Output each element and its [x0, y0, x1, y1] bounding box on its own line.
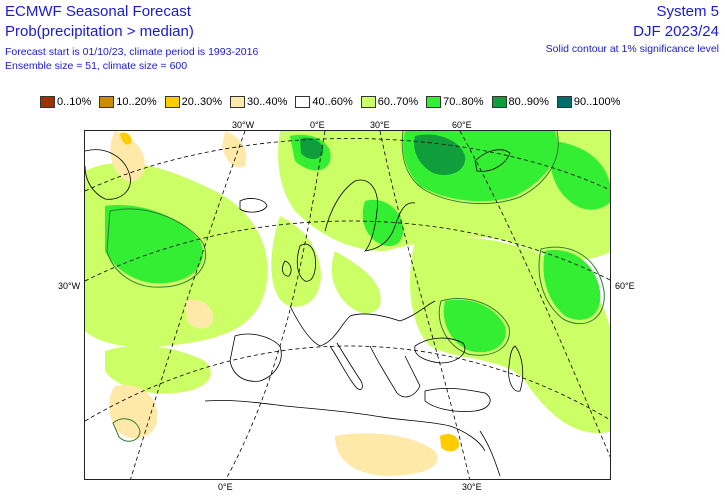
legend-item: 70..80% — [426, 96, 484, 108]
legend-label: 80..90% — [508, 96, 549, 108]
shade-30-greenland-south — [110, 131, 145, 182]
coast-iberia — [229, 333, 282, 382]
legend-label: 40..60% — [312, 96, 353, 108]
coast-red-sea — [479, 430, 501, 477]
meridian-30w — [130, 131, 246, 479]
coastlines — [85, 149, 524, 477]
legend-swatch — [426, 96, 442, 108]
legend-swatch — [230, 96, 245, 108]
coast-balkans — [369, 345, 421, 398]
legend-swatch — [164, 96, 180, 108]
shade-60-british-isles — [271, 216, 321, 307]
contour-caspian — [438, 298, 510, 356]
legend-label: 60..70% — [377, 96, 419, 108]
coast-british-isles — [282, 243, 316, 282]
shade-70-atlantic — [105, 205, 204, 284]
forecast-map — [84, 130, 611, 480]
coast-black-sea — [414, 337, 466, 364]
contour-siberia — [538, 246, 605, 325]
system-label: System 5 — [656, 3, 719, 20]
coast-north-africa — [204, 400, 486, 452]
legend-item: 60..70% — [360, 96, 419, 108]
tick-top-30e: 30°E — [370, 120, 390, 130]
legend-label: 30..40% — [247, 96, 288, 108]
probability-legend: 0..10% 10..20% 20..30% 30..40% 40..60% 60..70… — [40, 95, 628, 109]
contour-north-russia — [401, 131, 559, 204]
tick-top-30w: 30°W — [232, 120, 255, 130]
shade-20-egypt — [440, 434, 460, 452]
shade-60-iberia-atlantic — [105, 345, 211, 394]
significance-contours — [106, 131, 605, 442]
shade-70-caspian — [443, 299, 506, 353]
shade-70-siberia — [543, 250, 601, 320]
ensemble-size-info: Ensemble size = 51, climate size = 600 — [5, 60, 188, 72]
significance-note: Solid contour at 1% significance level — [545, 43, 719, 55]
variable-subtitle: Prob(precipitation > median) — [5, 23, 194, 40]
shade-30-arctic-west — [222, 131, 247, 168]
parallel-low — [85, 345, 610, 422]
legend-item: 90..100% — [556, 96, 621, 108]
legend-swatch — [295, 96, 311, 108]
coast-caspian-sea — [508, 345, 524, 392]
shade-80-barents — [414, 134, 466, 176]
tick-right-60e: 60°E — [615, 281, 635, 291]
season-label: DJF 2023/24 — [633, 23, 719, 40]
meridian-0 — [225, 131, 326, 479]
coast-italy — [329, 342, 363, 390]
legend-swatch — [360, 96, 376, 108]
graticule — [85, 131, 610, 479]
tick-bottom-0e: 0°E — [218, 482, 233, 492]
tick-bottom-30e: 30°E — [462, 482, 482, 492]
forecast-start-info: Forecast start is 01/10/23, climate peri… — [5, 46, 259, 58]
forecast-title: ECMWF Seasonal Forecast — [5, 3, 191, 20]
coast-scandinavia — [324, 179, 416, 252]
legend-swatch — [40, 96, 55, 108]
shade-70-kara — [550, 141, 610, 210]
shade-30-morocco — [109, 385, 158, 439]
coast-turkey — [424, 387, 491, 412]
parallel-high — [85, 138, 610, 192]
coast-novaya-zemlya — [474, 149, 511, 172]
legend-item: 40..60% — [295, 96, 353, 108]
legend-item: 30..40% — [230, 96, 287, 108]
meridian-30e — [379, 131, 470, 479]
map-canvas — [85, 131, 610, 479]
legend-item: 80..90% — [491, 96, 549, 108]
legend-label: 20..30% — [181, 96, 222, 108]
tick-top-60e: 60°E — [452, 120, 472, 130]
coast-continental-europe — [289, 300, 436, 347]
contour-morocco — [112, 418, 141, 442]
probability-shading — [85, 131, 610, 476]
tick-top-0e: 0°E — [310, 120, 325, 130]
legend-swatch — [491, 96, 507, 108]
tick-left-30w: 30°W — [58, 281, 81, 291]
legend-label: 0..10% — [57, 96, 92, 108]
shade-60-north-sea — [331, 251, 381, 314]
shade-30-sahara — [335, 433, 438, 476]
legend-swatch — [556, 96, 572, 108]
contour-atlantic — [106, 208, 207, 288]
shade-30-atlantic-mid — [185, 299, 214, 329]
parallel-mid — [85, 220, 610, 282]
legend-item: 0..10% — [40, 96, 91, 108]
legend-swatch — [99, 96, 115, 108]
shade-80-norway-coast — [300, 137, 324, 159]
coast-greenland — [85, 149, 131, 200]
coast-iceland — [239, 198, 268, 213]
legend-label: 90..100% — [573, 96, 621, 108]
legend-item: 20..30% — [164, 96, 222, 108]
legend-item: 10..20% — [99, 96, 157, 108]
legend-label: 70..80% — [443, 96, 484, 108]
legend-label: 10..20% — [116, 96, 157, 108]
shade-20-greenland-tip — [120, 132, 132, 145]
